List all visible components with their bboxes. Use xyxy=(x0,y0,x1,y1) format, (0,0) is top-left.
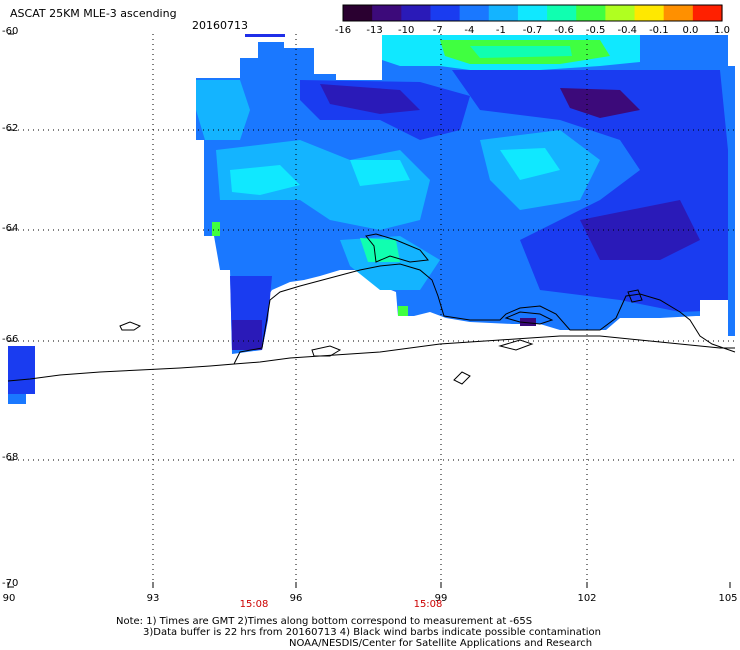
graticule xyxy=(8,34,735,588)
lon-label-99: 99 xyxy=(434,593,448,604)
colorbar-swatch xyxy=(634,5,665,21)
colorbar-swatch xyxy=(401,5,432,21)
swath-aqua-east xyxy=(500,148,560,180)
note-line-3: NOAA/NESDIS/Center for Satellite Applica… xyxy=(289,638,593,649)
colorbar-tick-label: -0.7 xyxy=(522,25,543,36)
swath-aqua-center xyxy=(230,165,300,195)
time-marker xyxy=(245,34,285,37)
swath-violet-ne xyxy=(560,88,640,118)
lat-label-64: -64 xyxy=(2,223,19,234)
colorbar-swatch xyxy=(459,5,490,21)
swath-patch-west-edge xyxy=(8,394,26,404)
colorbar-tick-label: -0.6 xyxy=(554,25,574,36)
colorbar-tick-label: -0.5 xyxy=(585,25,606,36)
colorbar-swatch xyxy=(517,5,548,21)
island-3 xyxy=(365,233,429,263)
colorbar-tick-label: -0.1 xyxy=(649,25,669,36)
colorbar-swatch xyxy=(372,5,402,21)
colorbar-swatch xyxy=(605,5,636,21)
lon-label-96: 96 xyxy=(289,593,303,604)
colorbar-tick-label: -1 xyxy=(495,25,506,36)
colorbar-tick-label: -0.4 xyxy=(617,25,638,36)
island-2 xyxy=(311,345,342,357)
pass-time-2: 15:08 xyxy=(413,599,443,610)
colorbar xyxy=(342,4,723,22)
lat-label-70: -70 xyxy=(2,578,19,589)
colorbar-tick-label: -10 xyxy=(397,25,415,36)
colorbar-swatch xyxy=(692,5,723,21)
island-1 xyxy=(119,321,142,331)
colorbar-swatch xyxy=(547,5,577,21)
swath-pixel-green-west xyxy=(212,222,220,236)
swath-pixel-violet xyxy=(520,318,536,326)
swath-green-core xyxy=(470,46,572,58)
lat-label-66: -66 xyxy=(2,334,19,345)
colorbar-tick-label: 0.0 xyxy=(682,25,699,36)
pass-time-1: 15:08 xyxy=(239,599,269,610)
shelf-coast xyxy=(233,335,735,365)
lon-label-90: 90 xyxy=(2,593,16,604)
colorbar-swatch xyxy=(488,5,519,21)
swath-patch-west xyxy=(8,346,35,394)
colorbar-swatch xyxy=(663,5,694,21)
colorbar-tick-label: -13 xyxy=(366,25,383,36)
island-4 xyxy=(504,311,554,325)
lat-label-60: -60 xyxy=(2,26,19,37)
swath-aqua-north xyxy=(350,160,410,186)
lon-label-93: 93 xyxy=(146,593,160,604)
colorbar-tick-label: 1.0 xyxy=(714,25,730,36)
swath-violet-sw xyxy=(232,320,262,350)
map-title: ASCAT 25KM MLE-3 ascending xyxy=(10,7,177,20)
colorbar-swatch xyxy=(576,5,606,21)
colorbar-tick-label: -16 xyxy=(334,25,352,36)
lat-label-68: -68 xyxy=(2,452,19,463)
note-line-2: 3)Data buffer is 22 hrs from 20160713 4)… xyxy=(143,627,601,638)
colorbar-tick-label: -4 xyxy=(464,25,475,36)
lon-label-102: 102 xyxy=(577,593,597,604)
colorbar-swatch xyxy=(430,5,461,21)
island-7 xyxy=(498,339,534,351)
swath-pixel-green xyxy=(398,306,408,316)
swath-cyan-west xyxy=(196,80,250,140)
antarctic-coastline xyxy=(7,263,736,382)
swath-violet-e xyxy=(580,200,700,260)
island-6 xyxy=(453,371,471,385)
map-date: 20160713 xyxy=(192,19,248,32)
lon-label-105: 105 xyxy=(718,593,738,604)
coastline xyxy=(7,233,736,385)
colorbar-swatch xyxy=(343,5,373,21)
colorbar-tick-label: -7 xyxy=(432,25,443,36)
swath-pixel-gap xyxy=(700,300,728,316)
swath-violet-center xyxy=(320,84,420,114)
swath-data xyxy=(8,35,735,404)
colorbar-border xyxy=(342,4,723,22)
island-5 xyxy=(627,289,643,303)
lat-label-62: -62 xyxy=(2,123,19,134)
note-line-1: Note: 1) Times are GMT 2)Times along bot… xyxy=(116,616,533,627)
axis-ticks xyxy=(7,33,731,588)
